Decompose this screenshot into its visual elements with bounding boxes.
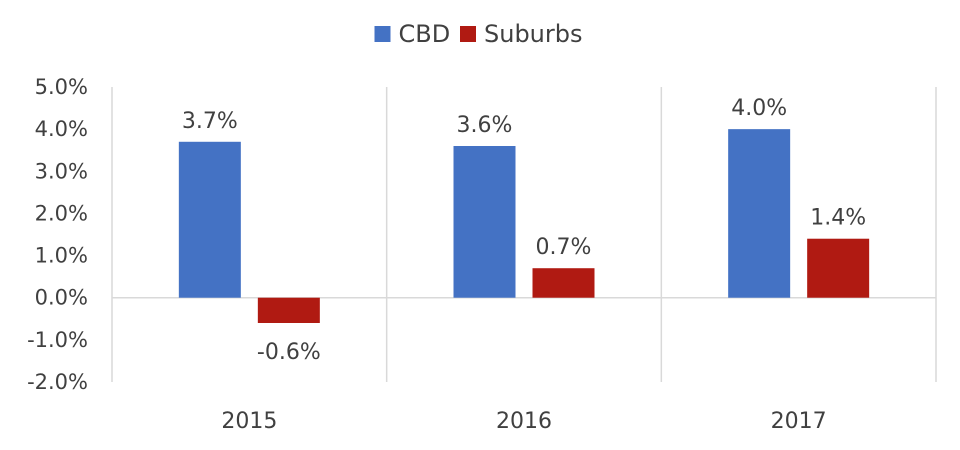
bars — [178, 129, 870, 323]
data-label: 3.7% — [182, 109, 238, 134]
legend-label-suburbs: Suburbs — [484, 20, 583, 48]
bar-cbd-2015 — [178, 141, 241, 298]
data-label: 1.4% — [810, 206, 866, 231]
chart-legend: CBD Suburbs — [374, 20, 583, 48]
y-tick-label: 2.0% — [35, 201, 88, 225]
y-axis-ticks: 5.0% 4.0% 3.0% 2.0% 1.0% 0.0% -1.0% -2.0% — [27, 75, 88, 394]
bar-suburbs-2017 — [807, 238, 870, 298]
y-tick-label: -2.0% — [27, 370, 88, 394]
legend-swatch-cbd — [374, 26, 391, 42]
data-label: 4.0% — [731, 96, 787, 121]
bar-cbd-2016 — [453, 146, 516, 298]
category-grid — [111, 87, 937, 382]
y-tick-label: 5.0% — [35, 75, 88, 99]
bar-suburbs-2016 — [532, 268, 595, 298]
data-labels: 3.7% -0.6% 3.6% 0.7% 4.0% 1.4% — [182, 96, 866, 365]
data-label: 3.6% — [457, 113, 513, 138]
y-tick-label: -1.0% — [27, 328, 88, 352]
x-category-label: 2016 — [496, 409, 552, 434]
y-tick-label: 0.0% — [35, 286, 88, 310]
y-tick-label: 1.0% — [35, 244, 88, 268]
y-tick-label: 4.0% — [35, 117, 88, 141]
data-label: -0.6% — [257, 340, 321, 365]
x-category-label: 2017 — [771, 409, 827, 434]
legend-swatch-suburbs — [460, 26, 476, 42]
bar-suburbs-2015 — [257, 297, 320, 323]
data-label: 0.7% — [536, 235, 592, 260]
x-axis-categories: 2015 2016 2017 — [221, 409, 826, 434]
x-category-label: 2015 — [221, 409, 277, 434]
y-tick-label: 3.0% — [35, 159, 88, 183]
legend-label-cbd: CBD — [399, 20, 451, 48]
bar-cbd-2017 — [728, 129, 791, 298]
